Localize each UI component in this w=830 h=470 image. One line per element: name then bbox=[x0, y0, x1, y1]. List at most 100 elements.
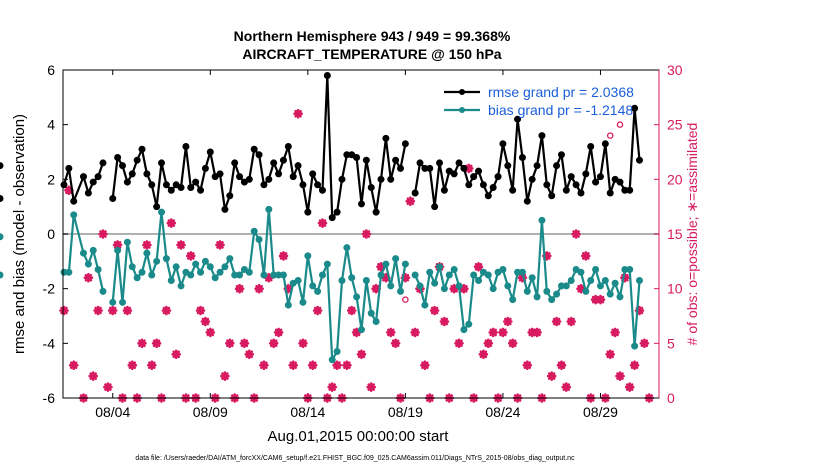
bias-point bbox=[577, 268, 585, 276]
obs-assimilated-glyph bbox=[483, 338, 494, 349]
rmse-point bbox=[275, 170, 283, 178]
obs-assimilated-glyph bbox=[239, 338, 250, 349]
y-tick-label-right: 25 bbox=[667, 117, 683, 133]
bias-point bbox=[279, 271, 287, 279]
rmse-point bbox=[236, 173, 244, 181]
bias-point bbox=[431, 279, 439, 287]
obs-assimilated-glyph bbox=[186, 251, 196, 261]
obs-assimilated-marker bbox=[517, 272, 528, 283]
obs-assimilated-glyph bbox=[381, 272, 391, 283]
obs-assimilated-marker bbox=[137, 338, 147, 349]
obs-assimilated-glyph bbox=[551, 316, 562, 327]
obs-assimilated-glyph bbox=[390, 338, 401, 349]
obs-assimilated-glyph bbox=[639, 338, 650, 349]
bias-point bbox=[538, 216, 546, 224]
rmse-point bbox=[114, 153, 122, 161]
rmse-point bbox=[309, 170, 317, 178]
obs-assimilated-glyph bbox=[590, 294, 601, 305]
bias-point bbox=[392, 255, 400, 263]
rmse-point bbox=[314, 181, 322, 189]
rmse-point bbox=[265, 175, 273, 183]
obs-assimilated-glyph bbox=[83, 272, 94, 283]
obs-assimilated-glyph bbox=[561, 382, 572, 392]
rmse-point bbox=[504, 162, 512, 170]
bias-point bbox=[499, 266, 507, 274]
rmse-point bbox=[387, 175, 395, 183]
obs-assimilated-marker bbox=[629, 360, 640, 371]
bias-point bbox=[245, 268, 253, 276]
obs-assimilated-marker bbox=[541, 251, 552, 261]
rmse-point bbox=[631, 104, 639, 112]
x-tick-label: 08/09 bbox=[193, 404, 228, 420]
bias-point bbox=[123, 238, 131, 246]
rmse-point bbox=[494, 173, 502, 181]
rmse-point bbox=[65, 164, 73, 172]
bias-point bbox=[465, 320, 473, 328]
obs-assimilated-glyph bbox=[595, 294, 606, 305]
obs-assimilated-marker bbox=[532, 327, 542, 338]
obs-assimilated-glyph bbox=[215, 240, 225, 250]
bias-point bbox=[528, 274, 536, 282]
obs-assimilated-glyph bbox=[59, 305, 69, 316]
rmse-point bbox=[250, 145, 258, 153]
obs-assimilated-glyph bbox=[259, 360, 269, 371]
rmse-point bbox=[99, 159, 107, 167]
bias-point bbox=[567, 276, 575, 284]
rmse-point bbox=[426, 164, 434, 172]
obs-assimilated-marker bbox=[254, 283, 264, 294]
bias-point bbox=[587, 276, 595, 284]
obs-assimilated-marker bbox=[610, 327, 620, 338]
bias-point bbox=[548, 296, 556, 304]
obs-assimilated-marker bbox=[351, 327, 362, 338]
y-tick-label-left: -6 bbox=[43, 390, 56, 406]
obs-assimilated-marker bbox=[420, 360, 430, 371]
y-tick-label-left: 2 bbox=[47, 171, 55, 187]
obs-assimilated-marker bbox=[176, 240, 186, 250]
bias-point bbox=[162, 255, 170, 263]
rmse-point bbox=[260, 181, 268, 189]
bias-point bbox=[328, 356, 336, 364]
bias-point bbox=[250, 227, 258, 235]
rmse-point bbox=[382, 134, 390, 142]
rmse-point bbox=[94, 173, 102, 181]
rmse-point bbox=[109, 194, 117, 202]
obs-assimilated-marker bbox=[112, 240, 123, 250]
obs-assimilated-marker bbox=[507, 338, 518, 349]
bias-point bbox=[304, 252, 312, 260]
obs-assimilated-marker bbox=[356, 349, 367, 360]
bias-point bbox=[616, 293, 624, 301]
obs-assimilated-glyph bbox=[112, 240, 123, 250]
rmse-point bbox=[484, 192, 492, 200]
rmse-point bbox=[489, 184, 497, 192]
obs-assimilated-marker bbox=[498, 327, 508, 338]
rmse-point bbox=[318, 186, 326, 194]
obs-assimilated-marker bbox=[624, 382, 635, 392]
obs-assimilated-marker bbox=[127, 360, 138, 371]
rmse-point bbox=[548, 192, 556, 200]
obs-assimilated-marker bbox=[59, 305, 69, 316]
chart-subtitle: AIRCRAFT_TEMPERATURE @ 150 hPa bbox=[242, 46, 501, 62]
obs-assimilated-glyph bbox=[366, 382, 377, 392]
obs-assimilated-marker bbox=[64, 185, 74, 196]
bias-point bbox=[426, 268, 434, 276]
bias-point bbox=[401, 260, 409, 268]
obs-assimilated-marker bbox=[561, 382, 572, 392]
rmse-point bbox=[601, 140, 609, 148]
bias-point bbox=[309, 282, 317, 290]
rmse-point bbox=[606, 189, 614, 197]
obs-assimilated-marker bbox=[278, 251, 289, 261]
bias-point bbox=[416, 282, 424, 290]
obs-assimilated-marker bbox=[273, 327, 284, 338]
bias-point bbox=[631, 342, 639, 350]
bias-point bbox=[236, 271, 244, 279]
obs-assimilated-marker bbox=[205, 327, 216, 338]
bias-point bbox=[99, 287, 107, 295]
rmse-point bbox=[187, 184, 195, 192]
bias-point bbox=[455, 282, 463, 290]
rmse-point bbox=[216, 170, 224, 178]
obs-assimilated-glyph bbox=[439, 316, 450, 327]
obs-assimilated-marker bbox=[225, 338, 235, 349]
obs-assimilated-glyph bbox=[107, 305, 118, 316]
bias-point bbox=[484, 271, 492, 279]
rmse-point bbox=[84, 189, 92, 197]
